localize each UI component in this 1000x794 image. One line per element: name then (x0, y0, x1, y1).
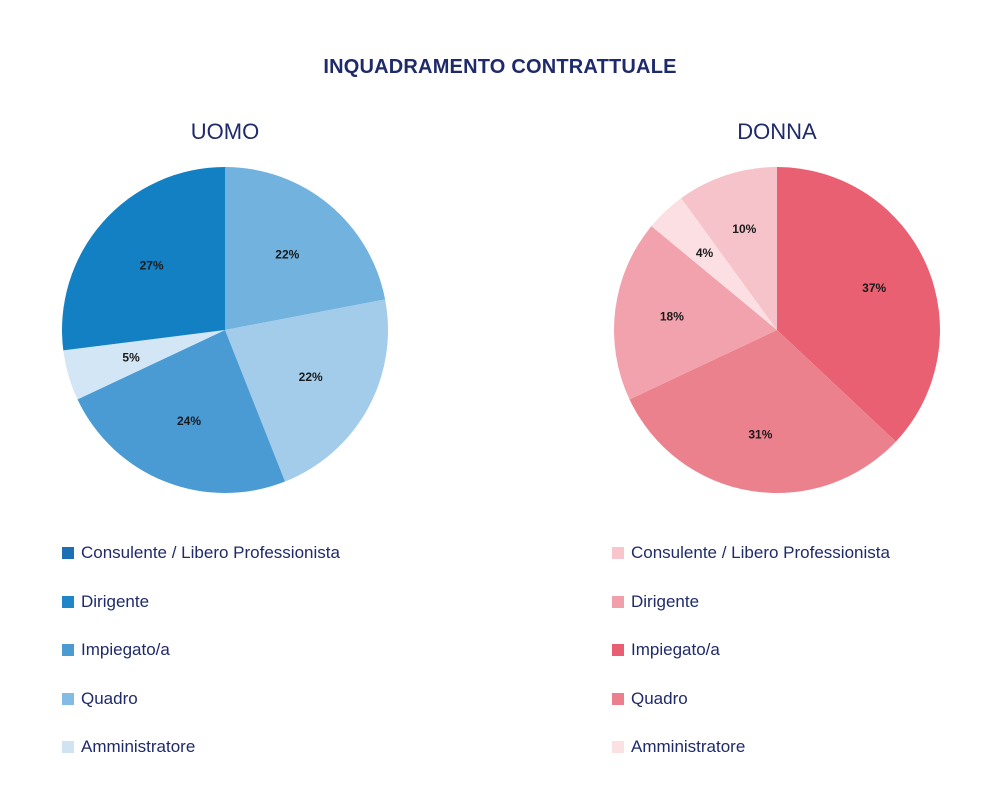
legend-item-uomo-4: Amministratore (62, 731, 442, 780)
slice-value-label-donna-2: 18% (660, 310, 684, 324)
pie-title-donna: DONNA (737, 119, 817, 144)
slice-value-label-donna-1: 31% (748, 428, 772, 442)
legend-item-uomo-3: Quadro (62, 683, 442, 732)
legend-item-donna-4: Amministratore (612, 731, 992, 780)
legend-label: Amministratore (631, 737, 746, 756)
legend-item-uomo-1: Dirigente (62, 586, 442, 635)
pie-slice-donna-1 (629, 330, 896, 493)
pie-slice-uomo-2 (77, 330, 285, 493)
pie-slice-uomo-0 (225, 167, 386, 330)
slice-value-label-uomo-2: 24% (177, 414, 201, 428)
legend-swatch (612, 692, 624, 705)
legend-item-uomo-2: Impiegato/a (62, 634, 442, 683)
chart-main-title: INQUADRAMENTO CONTRATTUALE (323, 56, 677, 78)
slice-value-label-donna-4: 10% (732, 222, 756, 236)
legend-swatch (612, 595, 624, 608)
slice-value-label-donna-3: 4% (696, 246, 714, 260)
legend-swatch (612, 547, 624, 559)
legend-label: Consulente / Libero Professionista (631, 543, 890, 562)
slice-value-label-uomo-3: 5% (122, 350, 140, 364)
slice-value-label-donna-0: 37% (862, 281, 886, 295)
legend-label: Quadro (631, 688, 688, 708)
legend-donna: Consulente / Libero Professionista Dirige… (612, 537, 992, 780)
legend-label: Amministratore (81, 737, 196, 756)
slice-value-label-uomo-1: 22% (299, 370, 323, 384)
pie-title-uomo: UOMO (191, 119, 259, 144)
legend-swatch (62, 547, 74, 559)
pie-uomo: UOMO 22% 22% 24% 5% 27% (62, 119, 388, 493)
legend-uomo: Consulente / Libero Professionista Dirige… (62, 537, 442, 780)
pie-donna: DONNA 37% 31% 18% 4% 10% (614, 119, 940, 493)
legend-item-donna-1: Dirigente (612, 586, 992, 635)
pie-slice-donna-0 (777, 167, 940, 442)
legend-item-donna-0: Consulente / Libero Professionista (612, 537, 992, 586)
legend-swatch (612, 644, 624, 656)
pie-charts: UOMO 22% 22% 24% 5% 27% DONNA 37% 31% 18% 4% 10% (62, 119, 940, 493)
legend-item-uomo-0: Consulente / Libero Professionista (62, 537, 442, 586)
legend-swatch (62, 741, 74, 753)
legend-item-donna-3: Quadro (612, 683, 992, 732)
pie-slice-donna-3 (651, 198, 777, 330)
pie-slice-donna-2 (614, 226, 777, 400)
pie-slice-uomo-1 (225, 299, 388, 482)
pie-slice-donna-4 (681, 167, 777, 330)
legend-label: Consulente / Libero Professionista (81, 543, 340, 562)
legend-swatch (62, 692, 74, 705)
legend-swatch (612, 741, 624, 753)
slice-value-label-uomo-0: 22% (275, 248, 299, 262)
legend-label: Dirigente (81, 591, 150, 611)
legend-item-donna-2: Impiegato/a (612, 634, 992, 683)
legend-label: Quadro (81, 688, 138, 708)
legend-label: Impiegato/a (81, 640, 170, 659)
pie-slice-uomo-3 (63, 330, 225, 400)
pie-slice-uomo-4 (62, 167, 225, 351)
legend-swatch (62, 644, 74, 656)
legend-label: Impiegato/a (631, 640, 720, 659)
slice-value-label-uomo-4: 27% (140, 258, 164, 272)
legend-swatch (62, 595, 74, 608)
legend-label: Dirigente (631, 591, 700, 611)
